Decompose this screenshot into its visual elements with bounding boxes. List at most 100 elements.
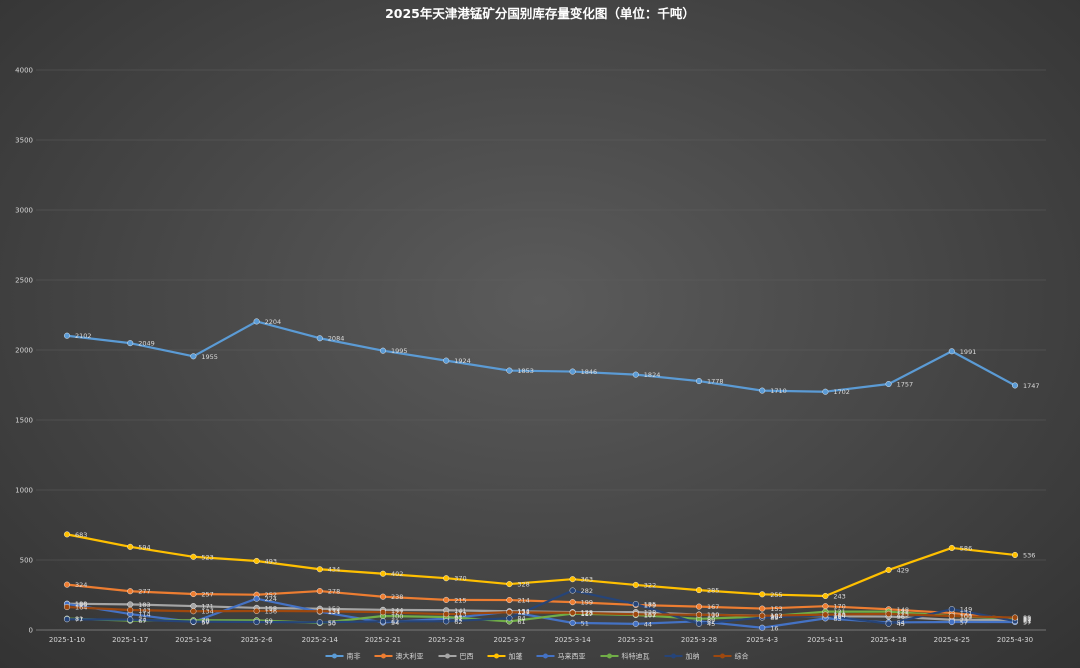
data-point [885,620,892,627]
data-point [253,607,260,614]
y-tick-label: 3500 [15,137,33,145]
data-label: 370 [454,575,466,583]
data-label: 131 [517,608,529,616]
data-point [885,381,892,388]
data-label: 171 [201,603,213,611]
legend-marker [543,653,548,659]
legend: 南非 澳大利亚 巴西 加蓬 马来西亚 科特迪瓦 加纳 综合 [325,652,749,661]
data-label: 57 [265,619,273,627]
legend-label: 综合 [735,652,749,661]
data-label: 285 [707,587,719,595]
data-label: 74 [138,616,146,624]
data-label: 136 [265,607,277,615]
legend-label: 马来西亚 [558,653,586,661]
data-label: 57 [201,619,209,627]
legend-label: 澳大利亚 [396,652,424,661]
data-point [380,347,387,354]
data-point [127,616,134,623]
x-tick-label: 2025-1-17 [112,636,148,644]
data-point [696,620,703,627]
data-label: 93 [454,613,462,621]
data-point [316,608,323,615]
data-point [127,588,134,595]
data-label: 98 [833,613,841,621]
data-label: 134 [201,608,213,616]
data-label: 103 [770,612,782,620]
data-label: 183 [138,601,150,609]
series-0 [63,318,1019,395]
data-label: 89 [1023,614,1031,622]
data-label: 1924 [454,357,471,365]
data-label: 73 [960,616,968,624]
data-label: 134 [328,608,340,616]
data-point [380,593,387,600]
y-tick-label: 0 [29,627,33,635]
data-point [569,619,576,626]
data-label: 131 [833,608,845,616]
data-point [127,606,134,613]
data-label: 328 [517,581,529,589]
data-label: 429 [897,566,909,574]
data-point [190,591,197,598]
data-point [885,610,892,617]
legend-label: 巴西 [460,653,474,661]
data-point [759,605,766,612]
data-point [885,566,892,573]
series-line [66,589,1016,625]
data-label: 107 [644,612,656,620]
data-point [696,611,703,618]
data-label: 152 [328,605,340,613]
legend-marker [671,653,676,659]
data-label: 594 [138,543,150,551]
data-label: 1846 [581,368,598,376]
legend-item: 澳大利亚 [374,652,424,661]
legend-item: 加纳 [664,652,700,661]
data-point [380,570,387,577]
data-label: 214 [517,597,529,605]
legend-marker [381,653,386,659]
legend-marker [494,653,499,659]
data-label: 89 [770,614,778,622]
data-point [506,615,513,622]
data-point [759,591,766,598]
y-tick-label: 1000 [15,487,33,495]
data-label: 62 [391,618,399,626]
data-labels: 2102 2049 1955 2204 2084 1995 1924 1853 1846 1824… [75,318,1040,632]
data-label: 2204 [265,318,282,326]
data-label: 54 [897,619,905,627]
legend-label: 科特迪瓦 [622,652,650,661]
data-point [569,599,576,606]
data-label: 523 [201,553,213,561]
data-label: 186 [75,600,87,608]
data-point [506,597,513,604]
data-point [443,618,450,625]
data-label: 110 [707,611,719,619]
data-point [948,613,955,620]
data-point [63,332,70,339]
y-tick-label: 3000 [15,207,33,215]
x-tick-label: 2025-4-11 [807,636,843,644]
data-point [822,603,829,610]
data-label: 110 [833,611,845,619]
data-label: 95 [770,613,778,621]
x-tick-label: 2025-3-14 [554,636,591,644]
data-label: 64 [1023,618,1031,626]
data-label: 127 [391,609,403,617]
data-label: 102 [770,612,782,620]
data-point [190,353,197,360]
data-label: 100 [960,613,972,621]
data-label: 536 [1023,551,1035,559]
y-tick-label: 2000 [15,347,33,355]
data-point [506,367,513,374]
data-label: 144 [391,606,403,614]
legend-item: 加蓬 [487,652,523,661]
x-tick-label: 2025-2-6 [241,636,273,644]
y-axis-ticks: 0 500 1000 1500 2000 2500 3000 3500 4000 [15,67,33,635]
data-point [1012,382,1019,389]
legend-label: 加纳 [686,652,700,661]
data-label: 282 [581,587,593,595]
series-line [66,605,1016,619]
data-point [443,357,450,364]
data-label: 55 [328,619,336,627]
